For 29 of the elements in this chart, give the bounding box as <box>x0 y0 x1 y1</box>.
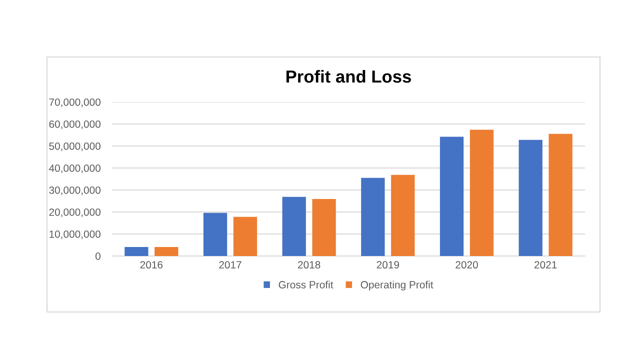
y-tick-label: 10,000,000 <box>50 230 100 240</box>
y-tick-label: 0 <box>96 252 100 260</box>
bar <box>203 212 228 256</box>
y-tick-label: 50,000,000 <box>49 142 100 152</box>
y-tick-label: 30,000,000 <box>49 186 100 196</box>
bar <box>470 130 494 256</box>
bar <box>154 246 178 256</box>
bar <box>233 216 258 256</box>
bar <box>282 196 306 256</box>
bar <box>548 134 572 256</box>
bar <box>440 136 464 256</box>
bar <box>312 199 336 256</box>
x-tick-label: 2016 <box>140 261 163 269</box>
legend-label: Operating Profit <box>360 280 434 290</box>
x-tick-label: 2019 <box>376 261 400 269</box>
x-tick-label: 2021 <box>534 261 557 269</box>
bar <box>518 140 542 256</box>
y-tick-label: 20,000,000 <box>49 208 100 218</box>
y-tick-label: 70,000,000 <box>49 98 100 108</box>
x-tick-label: 2020 <box>456 261 478 269</box>
legend-label: Gross Profit <box>278 280 334 288</box>
y-tick-label: 40,000,000 <box>49 164 100 174</box>
bar <box>361 178 385 256</box>
x-tick-label: 2017 <box>219 261 242 269</box>
bar <box>391 174 415 256</box>
chart-title: Profit and Loss <box>286 70 411 83</box>
x-tick-label: 2018 <box>298 261 320 269</box>
y-tick-label: 60,000,000 <box>49 120 100 130</box>
bar <box>124 246 148 256</box>
